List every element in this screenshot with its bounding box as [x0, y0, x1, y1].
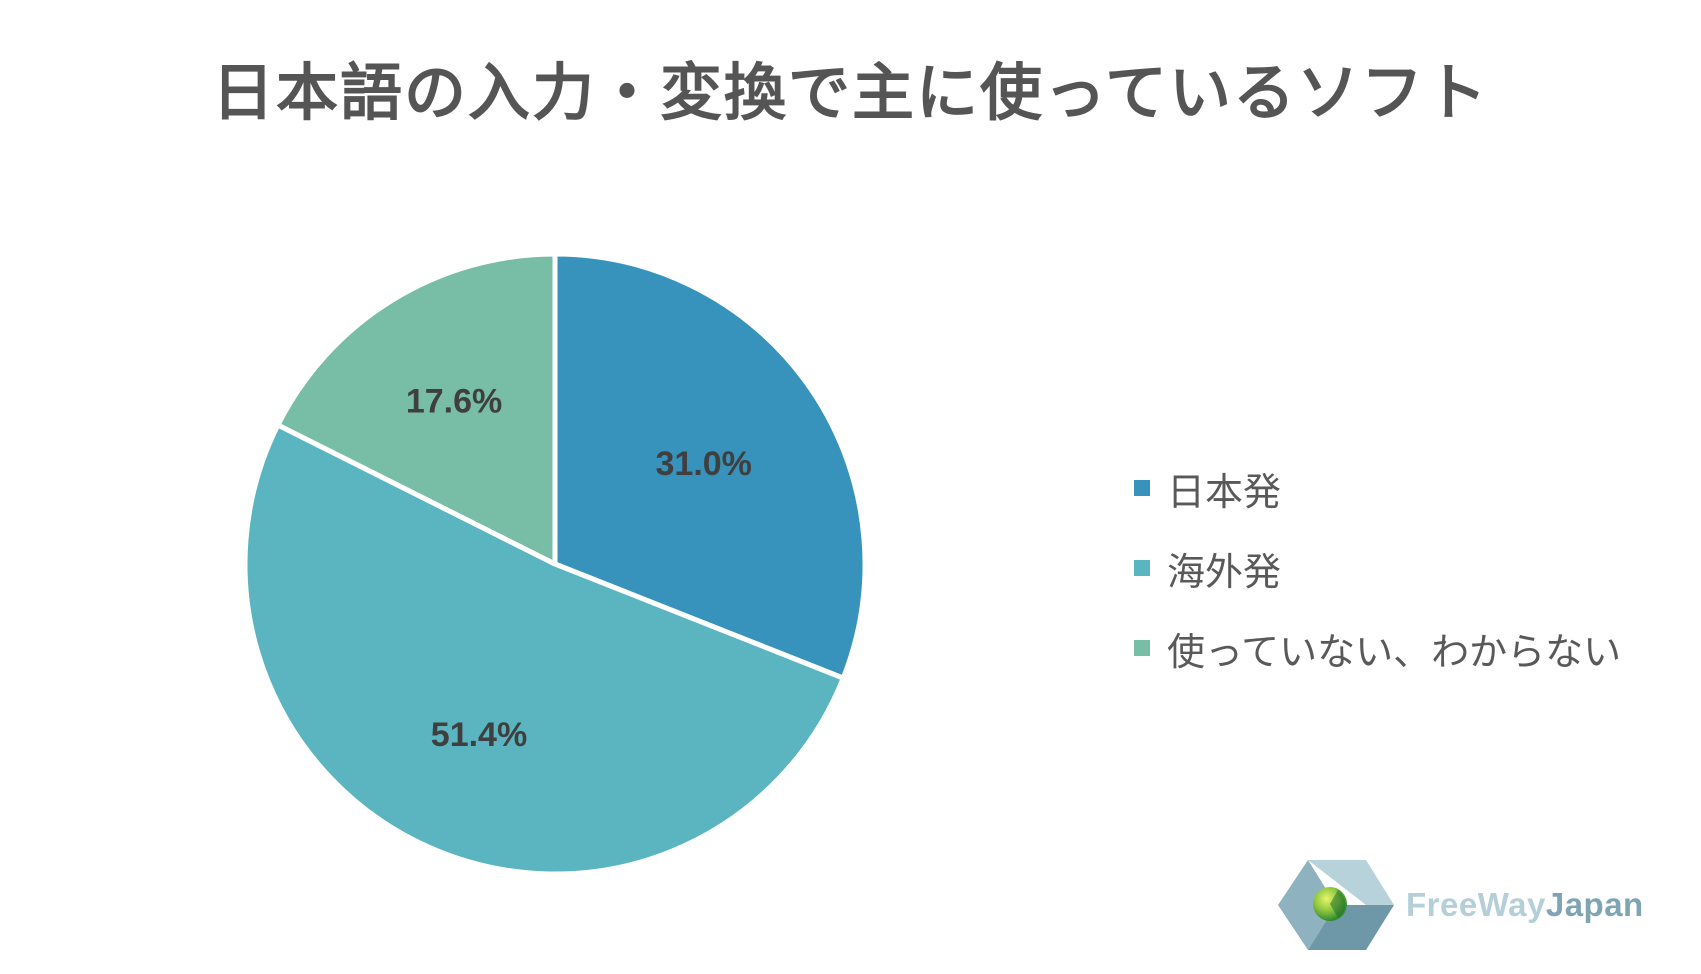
chart-legend: 日本発 海外発 使っていない、わからない	[1134, 448, 1621, 688]
pie-slices	[242, 251, 868, 877]
legend-label: 海外発	[1167, 549, 1282, 594]
logo-text: FreeWayJapan	[1406, 886, 1644, 924]
legend-swatch	[1134, 560, 1150, 576]
pie-slice-japan	[552, 251, 868, 681]
logo-text-freeway: FreeWay	[1406, 886, 1546, 923]
logo-text-japan: Japan	[1545, 886, 1644, 923]
pie-slice-overseas	[242, 422, 846, 877]
legend-label: 使っていない、わからない	[1167, 629, 1622, 674]
legend-swatch	[1134, 640, 1150, 656]
pie-label-japan: 31.0%	[656, 445, 752, 483]
chart-title: 日本語の入力・変換で主に使っているソフト	[212, 56, 1489, 129]
freewayjapan-logo: FreeWayJapan	[1278, 858, 1644, 952]
pie-label-none: 17.6%	[406, 382, 502, 420]
legend-item-japan: 日本発	[1134, 448, 1621, 528]
pie-labels: 31.0% 51.4% 17.6%	[406, 382, 752, 753]
legend-swatch	[1134, 480, 1150, 496]
legend-label: 日本発	[1167, 469, 1282, 514]
pie-slice-none	[275, 251, 558, 567]
logo-mark-icon	[1278, 860, 1394, 950]
pie-label-overseas: 51.4%	[431, 716, 527, 754]
legend-item-overseas: 海外発	[1134, 528, 1621, 608]
legend-item-none: 使っていない、わからない	[1134, 608, 1621, 688]
